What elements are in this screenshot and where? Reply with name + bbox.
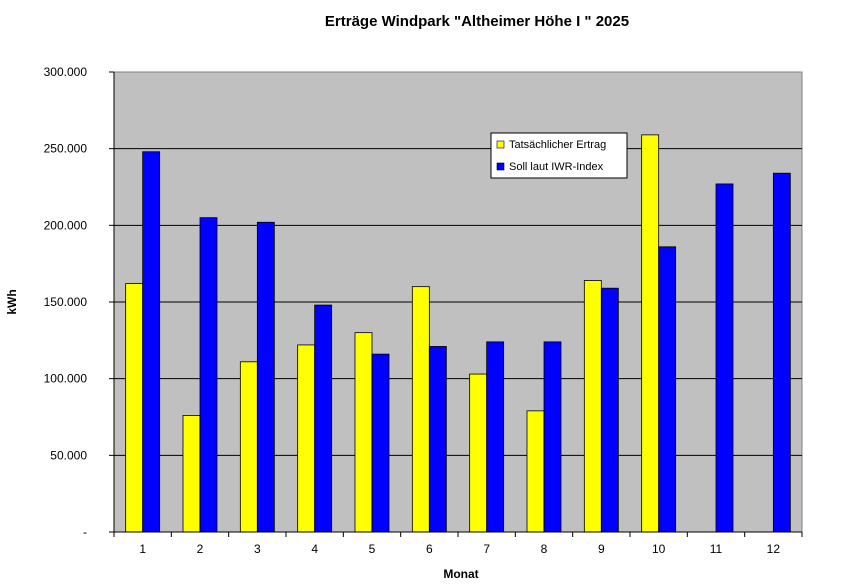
bar-actual bbox=[354, 332, 373, 533]
x-tick-label: 12 bbox=[767, 542, 781, 556]
bar-target bbox=[658, 246, 677, 533]
bar-actual bbox=[411, 286, 430, 533]
chart-title: Erträge Windpark "Altheimer Höhe I " 202… bbox=[325, 13, 629, 30]
x-tick-label: 2 bbox=[197, 542, 204, 556]
bar-actual bbox=[125, 283, 144, 533]
x-tick-label: 10 bbox=[652, 542, 666, 556]
bar-target bbox=[428, 346, 447, 533]
legend-box bbox=[490, 132, 628, 179]
y-tick-label: - bbox=[83, 525, 87, 539]
legend-label-actual: Tatsächlicher Ertrag bbox=[509, 139, 606, 151]
x-tick-label: 4 bbox=[311, 542, 318, 556]
bars bbox=[125, 134, 791, 533]
y-tick-label: 300.000 bbox=[44, 65, 88, 79]
x-tick-label: 1 bbox=[139, 542, 146, 556]
legend-swatch-target bbox=[496, 162, 505, 171]
gridlines bbox=[114, 148, 802, 456]
bar-target bbox=[715, 183, 734, 533]
bar-target bbox=[543, 341, 562, 533]
bar-actual bbox=[526, 410, 545, 533]
bar-target bbox=[256, 221, 275, 533]
bar-actual bbox=[583, 280, 602, 533]
y-tick-label: 150.000 bbox=[44, 295, 88, 309]
x-tick-label: 5 bbox=[369, 542, 376, 556]
x-tick-label: 3 bbox=[254, 542, 261, 556]
bar-actual bbox=[297, 344, 316, 533]
y-axis-title: kWh bbox=[5, 289, 19, 314]
x-tick-label: 6 bbox=[426, 542, 433, 556]
y-tick-label: 250.000 bbox=[44, 142, 88, 156]
bar-target bbox=[142, 151, 161, 533]
bar-target bbox=[600, 287, 619, 533]
bar-actual bbox=[469, 373, 488, 533]
bar-actual bbox=[182, 415, 201, 533]
x-axis-title: Monat bbox=[443, 567, 478, 581]
bar-target bbox=[772, 172, 791, 533]
legend-label-target: Soll laut IWR-Index bbox=[509, 161, 604, 173]
y-tick-label: 50.000 bbox=[50, 448, 87, 462]
legend-swatch-actual bbox=[496, 140, 505, 149]
bar-target bbox=[371, 353, 390, 533]
y-axis: - 50.000 100.000 150.000 200.000 250.000 300.0… bbox=[44, 65, 115, 539]
x-tick-label: 9 bbox=[598, 542, 605, 556]
bar-target bbox=[486, 341, 505, 533]
x-tick-label: 11 bbox=[710, 542, 723, 556]
bar-target bbox=[314, 304, 333, 533]
bar-actual bbox=[239, 361, 258, 533]
x-tick-label: 7 bbox=[483, 542, 490, 556]
bar-target bbox=[199, 217, 218, 533]
x-axis: 1 2 3 4 5 6 7 8 9 10 11 12 bbox=[113, 531, 803, 556]
legend: Tatsächlicher Ertrag Soll laut IWR-Index bbox=[490, 132, 628, 179]
bar-actual bbox=[641, 134, 660, 533]
y-tick-label: 200.000 bbox=[44, 218, 88, 232]
x-tick-label: 8 bbox=[541, 542, 548, 556]
y-tick-label: 100.000 bbox=[44, 372, 88, 386]
